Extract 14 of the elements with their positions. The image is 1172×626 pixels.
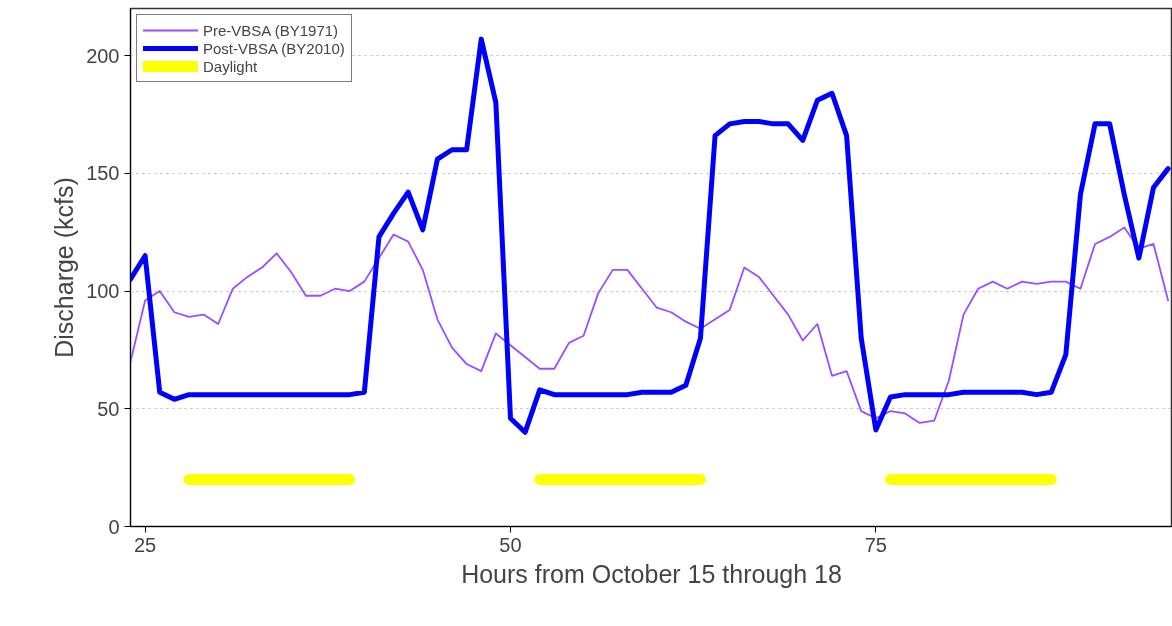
x-axis-title: Hours from October 15 through 18 bbox=[461, 559, 842, 588]
y-tick-label: 200 bbox=[86, 44, 120, 67]
x-tick-label: 75 bbox=[864, 533, 887, 556]
legend-label: Pre-VBSA (BY1971) bbox=[203, 21, 339, 39]
x-tick-label: 50 bbox=[499, 533, 522, 556]
y-tick-label: 150 bbox=[86, 162, 120, 185]
legend-label: Daylight bbox=[203, 57, 258, 75]
y-axis-title: Discharge (kcfs) bbox=[50, 177, 79, 358]
line-series bbox=[130, 226, 1170, 424]
x-tick-label: 25 bbox=[133, 533, 157, 556]
y-tick-label: 50 bbox=[97, 397, 120, 420]
y-tick-label: 100 bbox=[86, 280, 120, 303]
legend-label: Post-VBSA (BY2010) bbox=[203, 39, 345, 57]
y-tick-label: 0 bbox=[108, 515, 120, 538]
